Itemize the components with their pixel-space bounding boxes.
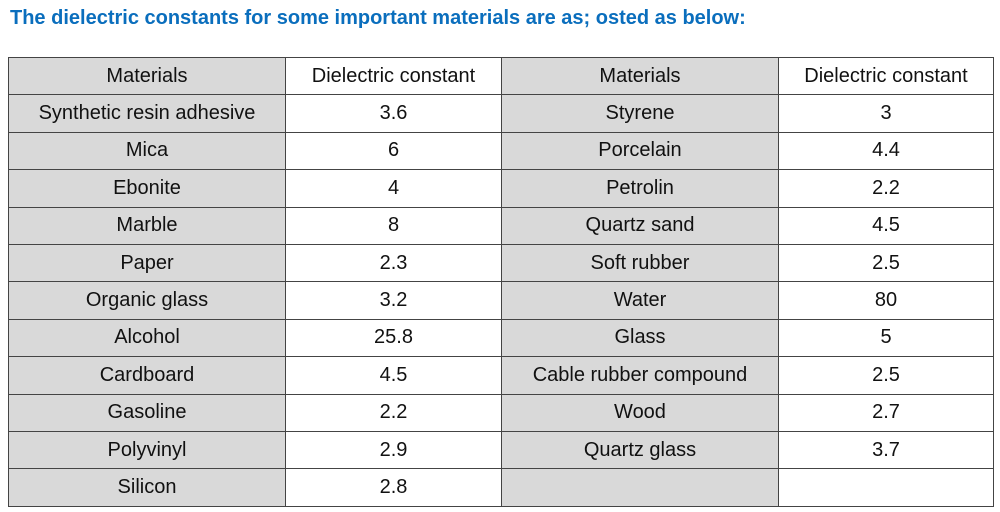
constant-cell: Dielectric constant [285,56,502,96]
constant-cell: 4.4 [778,131,994,171]
constant-cell: 3.6 [285,94,502,133]
table-row: Cardboard 4.5 Cable rubber compound 2.5 [8,356,994,395]
material-cell: Wood [501,393,779,432]
material-cell: Gasoline [8,393,286,432]
constant-cell: 8 [285,206,502,245]
material-cell: Alcohol [8,318,286,358]
material-cell: Polyvinyl [8,430,286,470]
empty-cell [778,468,994,507]
table-row: Synthetic resin adhesive 3.6 Styrene 3 [8,94,994,133]
material-cell: Glass [501,318,779,358]
material-cell: Materials [8,56,286,96]
constant-cell: 80 [778,281,994,320]
material-cell: Marble [8,206,286,245]
constant-cell: 2.5 [778,243,994,283]
material-cell: Soft rubber [501,243,779,283]
material-cell: Paper [8,243,286,283]
constant-cell: 3.2 [285,281,502,320]
empty-cell [501,468,779,507]
constant-cell: 3 [778,94,994,133]
constant-cell: 25.8 [285,318,502,358]
material-cell: Mica [8,131,286,171]
constant-cell: 2.8 [285,468,502,507]
constant-cell: 2.9 [285,430,502,470]
material-cell: Cable rubber compound [501,356,779,395]
constant-cell: 2.2 [285,393,502,432]
table-row: Alcohol 25.8 Glass 5 [8,318,994,358]
table-row: Silicon 2.8 [8,468,994,507]
material-cell: Quartz glass [501,430,779,470]
material-cell: Porcelain [501,131,779,171]
header-row: Materials Dielectric constant Materials Die… [8,56,994,96]
material-cell: Quartz sand [501,206,779,245]
material-cell: Water [501,281,779,320]
material-cell: Cardboard [8,356,286,395]
table-row: Ebonite 4 Petrolin 2.2 [8,169,994,208]
constant-cell: 2.5 [778,356,994,395]
constant-cell: 4 [285,169,502,208]
constant-cell: 3.7 [778,430,994,470]
table-row: Mica 6 Porcelain 4.4 [8,131,994,171]
constant-cell: 4.5 [778,206,994,245]
material-cell: Silicon [8,468,286,507]
material-cell: Petrolin [501,169,779,208]
material-cell: Styrene [501,94,779,133]
constant-cell: 2.2 [778,169,994,208]
table-row: Polyvinyl 2.9 Quartz glass 3.7 [8,430,994,470]
table-row: Marble 8 Quartz sand 4.5 [8,206,994,245]
material-cell: Synthetic resin adhesive [8,94,286,133]
material-cell: Materials [501,56,779,96]
table-row: Organic glass 3.2 Water 80 [8,281,994,320]
constant-cell: 2.3 [285,243,502,283]
constant-cell: 2.7 [778,393,994,432]
table-row: Gasoline 2.2 Wood 2.7 [8,393,994,432]
table-row: Paper 2.3 Soft rubber 2.5 [8,243,994,283]
constant-cell: 5 [778,318,994,358]
material-cell: Organic glass [8,281,286,320]
constant-cell: Dielectric constant [778,56,994,96]
dielectric-table: Materials Dielectric constant Materials Die… [8,56,994,507]
constant-cell: 6 [285,131,502,171]
constant-cell: 4.5 [285,356,502,395]
material-cell: Ebonite [8,169,286,208]
title: The dielectric constants for some import… [10,7,746,29]
